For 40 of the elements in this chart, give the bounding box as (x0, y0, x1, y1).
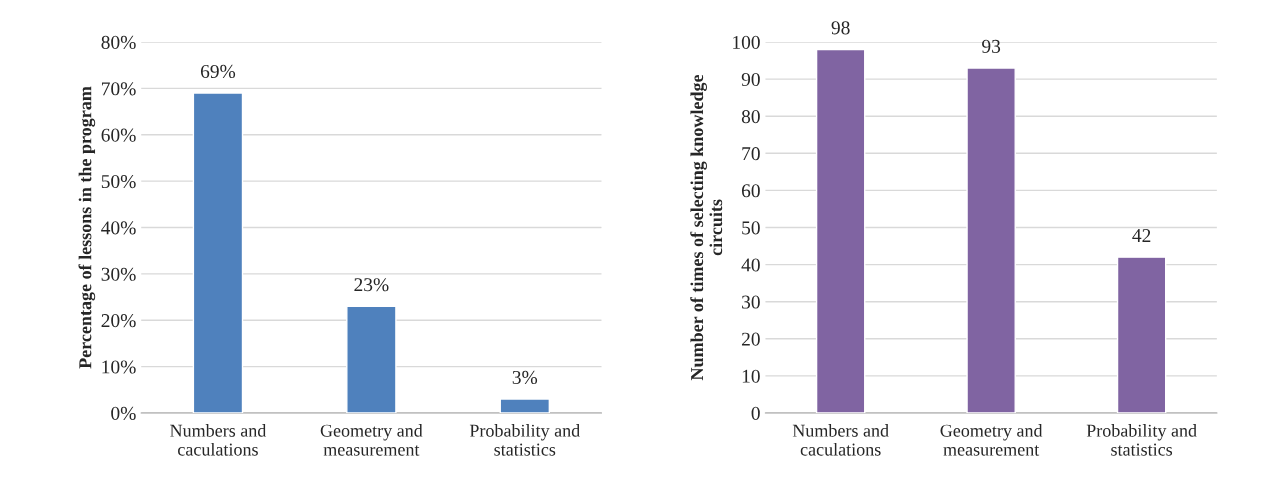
bar (346, 305, 397, 413)
x-tick-label: Numbers and caculations (170, 424, 267, 456)
data-label: 3% (512, 370, 538, 385)
y-tick-label: 10% (102, 360, 136, 374)
y-tick-label: 30% (101, 267, 136, 281)
y-tick-label: 60% (101, 128, 136, 142)
x-tick-label: Numbers and caculations (792, 424, 889, 456)
bar (966, 67, 1016, 413)
y-tick-label: 0 (751, 406, 760, 420)
data-label: 93 (982, 39, 1001, 53)
x-tick-label: Probability and statistics (469, 424, 580, 456)
y-tick-label: 70 (742, 147, 760, 161)
bar (192, 92, 244, 413)
y-tick-label: 40% (101, 221, 136, 235)
data-label: 69% (200, 64, 236, 79)
bar (815, 48, 866, 413)
y-tick-label: 40 (741, 258, 760, 272)
y-axis-title: Percentage of lessons in the program (78, 86, 96, 369)
y-tick-label: 50 (742, 221, 760, 235)
data-label: 42 (1132, 229, 1151, 242)
bar (499, 398, 551, 413)
x-tick-label: Probability and statistics (1086, 424, 1197, 456)
y-axis-title: Number of times of selecting knowledge circuits (690, 74, 723, 381)
y-tick-label: 80% (101, 35, 136, 50)
bar (1116, 256, 1167, 413)
y-tick-label: 90 (741, 72, 760, 87)
y-tick-label: 0% (111, 406, 136, 420)
x-tick-label: Geometry and measurement (320, 424, 423, 456)
y-tick-label: 70% (102, 82, 136, 96)
data-label: 98 (831, 21, 850, 35)
x-tick-label: Geometry and measurement (940, 424, 1043, 456)
y-tick-label: 100 (733, 35, 760, 49)
y-tick-label: 20 (741, 332, 760, 346)
y-tick-label: 50% (101, 174, 136, 189)
y-tick-label: 60 (741, 184, 760, 198)
y-tick-label: 80 (741, 110, 760, 124)
y-tick-label: 20% (101, 314, 136, 328)
y-tick-label: 30 (742, 295, 760, 309)
y-tick-label: 10 (742, 369, 760, 383)
data-label: 23% (354, 278, 389, 292)
